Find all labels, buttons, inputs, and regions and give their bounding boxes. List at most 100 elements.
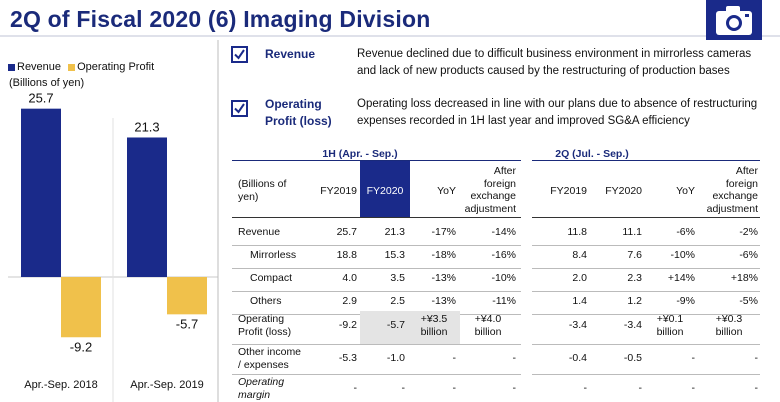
bullet-head-line: Operating bbox=[265, 97, 322, 111]
row-label: Operating Profit (loss) bbox=[238, 313, 292, 338]
legend-operating-profit: Operating Profit bbox=[77, 61, 155, 73]
row-rule bbox=[232, 245, 521, 246]
legend-revenue: Revenue bbox=[17, 61, 62, 73]
table-cell: - bbox=[452, 352, 457, 364]
table-cell: +¥3.5 billion bbox=[420, 313, 448, 338]
table-cell: - bbox=[452, 382, 457, 394]
table-cell: 7.6 bbox=[627, 249, 642, 261]
bar-revenue-1 bbox=[127, 137, 167, 277]
table-cell: 2.3 bbox=[627, 272, 642, 284]
table-cell: - bbox=[512, 382, 517, 394]
group-header-2q: 2Q (Jul. - Sep.) bbox=[555, 148, 629, 160]
row-rule bbox=[232, 291, 521, 292]
data-label: 21.3 bbox=[134, 119, 159, 134]
table-cell: +¥4.0 billion bbox=[474, 313, 502, 338]
table-cell: 21.3 bbox=[384, 226, 405, 238]
row-rule bbox=[232, 268, 521, 269]
row-label: Mirrorless bbox=[250, 249, 297, 261]
table-cell: 2.0 bbox=[572, 272, 587, 284]
legend-swatch-operating-profit bbox=[68, 63, 76, 71]
table-cell: 8.4 bbox=[572, 249, 587, 261]
table-cell: -10% bbox=[491, 272, 516, 284]
table-cell: - bbox=[583, 382, 588, 394]
data-label: -5.7 bbox=[176, 316, 198, 331]
row-label: Other income / expenses bbox=[238, 346, 302, 371]
col-header-fy2019-q2: FY2019 bbox=[550, 185, 587, 197]
col-header-fy2019: FY2019 bbox=[320, 185, 357, 197]
group-header-1h: 1H (Apr. - Sep.) bbox=[322, 148, 398, 160]
col-header-yoy-q2: YoY bbox=[676, 185, 695, 197]
bar-chart: 25.7 21.3 -9.2 -5.7 Apr.-Sep. 2018 Apr.-Sep. … bbox=[8, 40, 219, 402]
table-cell: -17% bbox=[431, 226, 456, 238]
table-cell: +¥0.3 billion bbox=[715, 313, 743, 338]
bullet-text-line: Operating loss decreased in line with ou… bbox=[357, 98, 758, 110]
bar-revenue-0 bbox=[21, 108, 61, 277]
table-cell: - bbox=[638, 382, 643, 394]
table-cell: -5% bbox=[739, 295, 758, 307]
table-cell: - bbox=[401, 382, 406, 394]
table-cell: 2.9 bbox=[342, 295, 357, 307]
row-label: Others bbox=[250, 295, 282, 307]
col-header-after-fx-q2: After foreign exchange adjustment bbox=[706, 165, 758, 215]
table-cell: -11% bbox=[492, 295, 516, 307]
table-cell: -2% bbox=[739, 226, 758, 238]
chart-unit: (Billions of yen) bbox=[9, 77, 85, 89]
chart-legend: Revenue Operating Profit bbox=[8, 60, 154, 74]
table-cell: -16% bbox=[491, 249, 516, 261]
row-rule bbox=[532, 374, 760, 375]
table-cell: +¥0.1 billion bbox=[656, 313, 684, 338]
bullet-text-line: expenses recorded in 1H last year and im… bbox=[357, 115, 690, 127]
table-cell: 4.0 bbox=[342, 272, 357, 284]
group-rule bbox=[532, 160, 760, 161]
row-label: Operating margin bbox=[238, 376, 285, 401]
table-cell: 2.5 bbox=[390, 295, 405, 307]
table-cell: - bbox=[691, 382, 696, 394]
table-cell: -6% bbox=[739, 249, 758, 261]
col-header-after-fx: After foreign exchange adjustment bbox=[464, 165, 516, 215]
row-rule bbox=[532, 291, 760, 292]
header-rule bbox=[532, 217, 760, 218]
group-rule bbox=[232, 160, 521, 161]
bullet-text-line: Revenue declined due to difficult busine… bbox=[357, 48, 752, 60]
table-cell: -9% bbox=[676, 295, 695, 307]
camera-icon bbox=[706, 0, 762, 40]
row-rule bbox=[532, 314, 760, 315]
table-cell: -14% bbox=[491, 226, 516, 238]
checkbox-icon bbox=[231, 100, 248, 117]
table-cell: - bbox=[754, 352, 759, 364]
table-cell: - bbox=[512, 352, 517, 364]
bullet-text-line: and lack of new products caused by the r… bbox=[357, 65, 730, 77]
table-cell: -1.0 bbox=[386, 352, 405, 364]
table-cell: -3.4 bbox=[623, 319, 642, 331]
table-cell: 15.3 bbox=[384, 249, 405, 261]
row-rule bbox=[232, 344, 521, 345]
table-cell: 25.7 bbox=[336, 226, 357, 238]
table-cell: +18% bbox=[730, 272, 758, 284]
fy2020-highlight bbox=[360, 161, 410, 217]
table-cell: 1.4 bbox=[572, 295, 587, 307]
title-divider bbox=[0, 35, 780, 37]
col-header-yoy: YoY bbox=[437, 185, 456, 197]
table-cell: 11.8 bbox=[567, 226, 587, 238]
category-label: Apr.-Sep. 2019 bbox=[130, 379, 203, 391]
page-title: 2Q of Fiscal 2020 (6) Imaging Division bbox=[10, 6, 431, 32]
table-cell: - bbox=[754, 382, 759, 394]
row-rule bbox=[532, 245, 760, 246]
bar-operating-profit-1 bbox=[167, 277, 207, 315]
table-cell: -3.4 bbox=[568, 319, 587, 331]
table-cell: -13% bbox=[431, 295, 456, 307]
table-cell: 11.1 bbox=[622, 226, 642, 238]
table-cell: 1.2 bbox=[627, 295, 642, 307]
col-header-fy2020-q2: FY2020 bbox=[605, 185, 642, 197]
table-cell: -5.7 bbox=[386, 319, 405, 331]
checkbox-icon bbox=[231, 46, 248, 63]
table-cell: 18.8 bbox=[336, 249, 357, 261]
row-label: Compact bbox=[250, 272, 293, 284]
row-rule bbox=[232, 374, 521, 375]
data-label: -9.2 bbox=[70, 339, 92, 354]
category-label: Apr.-Sep. 2018 bbox=[24, 379, 97, 391]
row-label: Revenue bbox=[238, 226, 281, 238]
bullet-head-line: Profit (loss) bbox=[265, 114, 332, 128]
table-cell: +14% bbox=[667, 272, 695, 284]
table-cell: - bbox=[691, 352, 696, 364]
